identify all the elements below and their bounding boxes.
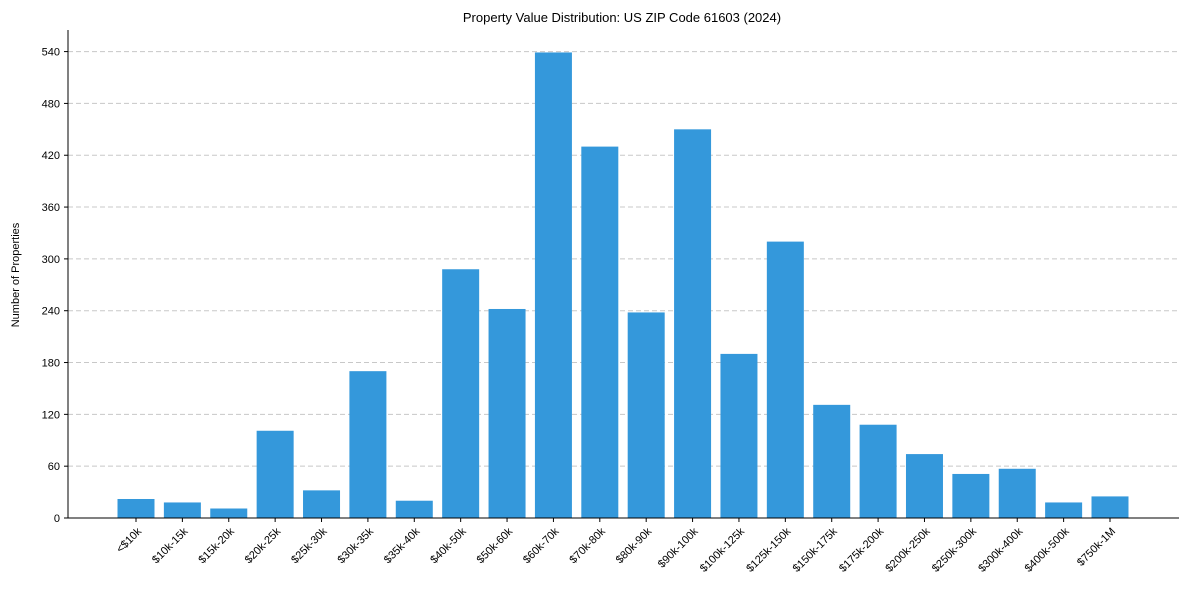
bar: [442, 269, 480, 518]
x-tick-label: $150k-175k: [791, 525, 840, 574]
x-tick-label: $90k-100k: [656, 525, 701, 570]
bar: [627, 312, 665, 518]
bars: [117, 52, 1129, 519]
y-tick-label: 120: [42, 409, 60, 421]
bar: [998, 468, 1036, 518]
y-tick-label: 480: [42, 98, 60, 110]
x-tick-label: $300k-400k: [976, 525, 1025, 574]
bar: [303, 490, 341, 518]
y-tick-label: 300: [42, 254, 60, 266]
y-tick-label: 360: [42, 202, 60, 214]
x-tick-label: $70k-80k: [567, 525, 608, 566]
bar: [395, 500, 433, 518]
bar: [813, 404, 851, 518]
bar: [905, 454, 943, 518]
x-tick-label: $25k-30k: [289, 525, 330, 566]
bar: [1045, 502, 1083, 518]
x-tick-label: $40k-50k: [428, 525, 469, 566]
x-tick-label: $100k-125k: [698, 525, 747, 574]
y-tick-label: 240: [42, 306, 60, 318]
x-tick-label: $60k-70k: [521, 525, 562, 566]
y-tick-label: 0: [54, 513, 60, 525]
bar: [766, 241, 804, 518]
bar: [256, 430, 294, 518]
x-tick-label: $250k-300k: [930, 525, 979, 574]
x-tick-label: $750k-1M: [1075, 526, 1118, 569]
bar: [581, 146, 619, 518]
bar: [674, 129, 712, 518]
y-tick-label: 420: [42, 150, 60, 162]
bar: [1091, 496, 1129, 518]
y-axis-label: Number of Properties: [10, 222, 22, 327]
bar: [349, 371, 387, 518]
bar: [163, 502, 201, 518]
x-tick-label: $400k-500k: [1023, 525, 1072, 574]
x-tick-label: $200k-250k: [883, 525, 932, 574]
bar: [210, 508, 248, 518]
chart-title: Property Value Distribution: US ZIP Code…: [463, 10, 781, 25]
bar: [117, 498, 155, 518]
bar: [488, 308, 526, 518]
y-tick-label: 180: [42, 358, 60, 370]
x-ticks: <$10k $10k-15k $15k-20k $20k-25k $25k-30k $30…: [114, 518, 1118, 575]
x-tick-label: $30k-35k: [336, 525, 377, 566]
x-tick-label: $125k-150k: [744, 525, 793, 574]
bar: [859, 424, 897, 518]
x-tick-label: $80k-90k: [614, 525, 655, 566]
y-ticks: 0 60 120 180 240 300 360 420 480 540: [42, 47, 68, 525]
x-tick-label: <$10k: [114, 525, 144, 555]
x-tick-label: $50k-60k: [475, 525, 516, 566]
x-tick-label: $20k-25k: [243, 525, 284, 566]
y-tick-label: 540: [42, 47, 60, 59]
x-tick-label: $15k-20k: [196, 525, 237, 566]
x-tick-label: $10k-15k: [150, 525, 191, 566]
grid-lines: [68, 51, 1179, 467]
bar: [720, 353, 758, 518]
y-tick-label: 60: [48, 461, 60, 473]
bar: [534, 52, 572, 519]
x-tick-label: $35k-40k: [382, 525, 423, 566]
x-tick-label: $175k-200k: [837, 525, 886, 574]
bar: [952, 473, 990, 518]
